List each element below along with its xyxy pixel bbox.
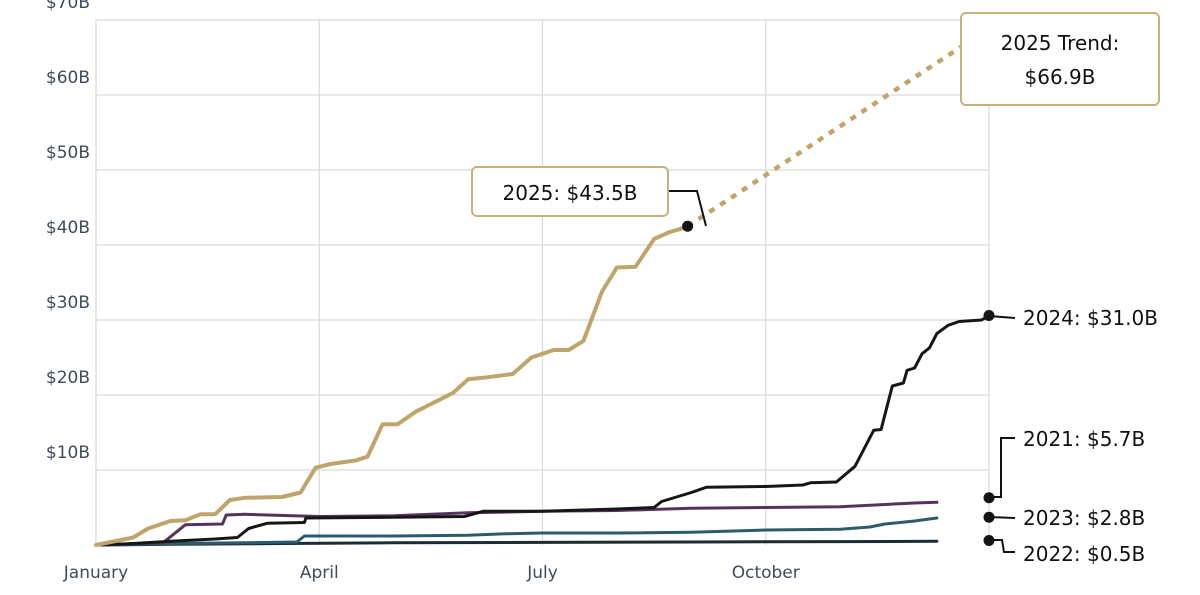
label-2025-callout: 2025: $43.5B [471,166,669,217]
label-2025-box [471,166,669,217]
y-tick-label: $70B [46,0,90,13]
y-tick-label: $40B [46,218,90,238]
leader-2021 [989,437,1015,498]
x-axis-tick-labels: January April July October [63,563,800,583]
leader-2022 [989,539,1015,553]
marker-m2023 [983,511,995,523]
series-end-markers [682,220,995,546]
y-tick-label: $10B [46,443,90,463]
series-line-s2025 [94,224,690,547]
x-tick-label: April [300,563,339,583]
series-line-s2021 [94,500,939,547]
series-line-s2023 [94,516,939,547]
y-tick-label: $60B [46,68,90,88]
end-label-2021: 2021: $5.7B [1023,427,1145,451]
label-2025-text: 2025: $43.5B [503,181,638,205]
x-tick-label: October [732,563,800,583]
series-lines [94,41,991,547]
trend-line-2025 [686,41,968,229]
y-tick-label: $50B [46,143,90,163]
marker-m2021 [983,492,995,504]
y-tick-label: $20B [46,368,90,388]
trend-2025-value: $66.9B [1025,65,1096,89]
end-label-2023: 2023: $2.8B [1023,506,1145,530]
marker-m2025 [682,220,694,232]
trend-2025-box [960,12,1160,106]
marker-m2024 [983,310,995,321]
y-axis-tick-labels: $10B $20B $30B $40B $50B $60B $70B [46,0,90,463]
x-tick-label: January [63,563,128,583]
marker-m2022 [983,535,995,546]
y-tick-label: $30B [46,293,90,313]
end-label-2022: 2022: $0.5B [1023,542,1145,566]
trend-2025-label: 2025 Trend: [1001,31,1120,55]
end-label-2024: 2024: $31.0B [1023,306,1158,330]
trend-2025-callout: 2025 Trend: $66.9B [960,12,1160,106]
series-line-s2024 [94,314,991,547]
leader-2025 [668,190,707,227]
x-tick-label: July [526,563,558,583]
